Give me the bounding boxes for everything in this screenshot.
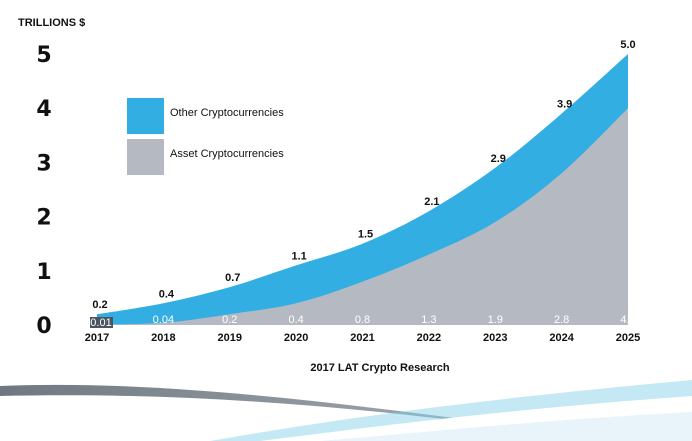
asset-value-label: 0.8: [355, 314, 370, 326]
legend-label-asset: Asset Cryptocurrencies: [170, 148, 284, 160]
total-value-label: 3.9: [557, 99, 572, 111]
x-axis: 2017 2018 2019 2020 2021 2022 2023 2024 2025: [85, 332, 640, 344]
asset-value-labels: 0.01 0.04 0.2 0.4 0.8 1.3 1.9 2.8 4.0: [90, 314, 636, 329]
total-value-label: 0.4: [159, 288, 175, 300]
total-value-label: 0.7: [225, 272, 240, 284]
asset-value-label: 0.01: [90, 317, 111, 329]
asset-value-label: 0.04: [153, 314, 174, 326]
total-value-label: 1.1: [291, 250, 306, 262]
x-tick-label: 2017: [85, 332, 109, 344]
x-tick-label: 2021: [350, 332, 374, 344]
legend-swatch-other: [127, 98, 164, 134]
y-tick-label: 1: [36, 260, 51, 285]
x-tick-label: 2020: [284, 332, 308, 344]
total-value-label: 2.1: [424, 196, 439, 208]
unit-label: TRILLIONS $: [18, 17, 85, 29]
asset-value-label: 0.4: [288, 314, 303, 326]
area-asset-cryptocurrencies: [97, 108, 628, 325]
total-value-label: 2.9: [491, 153, 506, 165]
asset-label-background: [90, 317, 113, 328]
legend-item-other-cryptocurrencies: Other Cryptocurrencies: [127, 98, 284, 134]
asset-value-label: 4.0: [620, 314, 635, 326]
x-tick-label: 2019: [218, 332, 242, 344]
legend: Other Cryptocurrencies Asset Cryptocurre…: [127, 98, 284, 175]
asset-value-label: 1.3: [421, 314, 436, 326]
y-axis: 0 1 2 3 4 5: [36, 43, 51, 339]
y-tick-label: 0: [36, 314, 51, 339]
source-caption: 2017 LAT Crypto Research: [310, 362, 449, 374]
total-value-labels: 0.2 0.4 0.7 1.1 1.5 2.1 2.9 3.9 5.0: [92, 39, 635, 311]
x-tick-label: 2025: [616, 332, 640, 344]
y-tick-label: 4: [36, 97, 51, 122]
legend-item-asset-cryptocurrencies: Asset Cryptocurrencies: [127, 139, 284, 175]
x-tick-label: 2018: [151, 332, 175, 344]
asset-value-label: 0.2: [222, 314, 237, 326]
decorative-wave: [0, 380, 692, 441]
x-tick-label: 2022: [417, 332, 441, 344]
x-tick-label: 2024: [549, 332, 574, 344]
legend-label-other: Other Cryptocurrencies: [170, 107, 284, 119]
y-tick-label: 3: [36, 151, 51, 176]
asset-value-label: 2.8: [554, 314, 569, 326]
total-value-label: 1.5: [358, 229, 373, 241]
x-tick-label: 2023: [483, 332, 507, 344]
asset-value-label: 1.9: [488, 314, 503, 326]
y-tick-label: 5: [36, 43, 51, 68]
total-value-label: 5.0: [620, 39, 635, 51]
legend-swatch-asset: [127, 139, 164, 175]
y-tick-label: 2: [36, 206, 51, 231]
total-value-label: 0.2: [92, 299, 107, 311]
